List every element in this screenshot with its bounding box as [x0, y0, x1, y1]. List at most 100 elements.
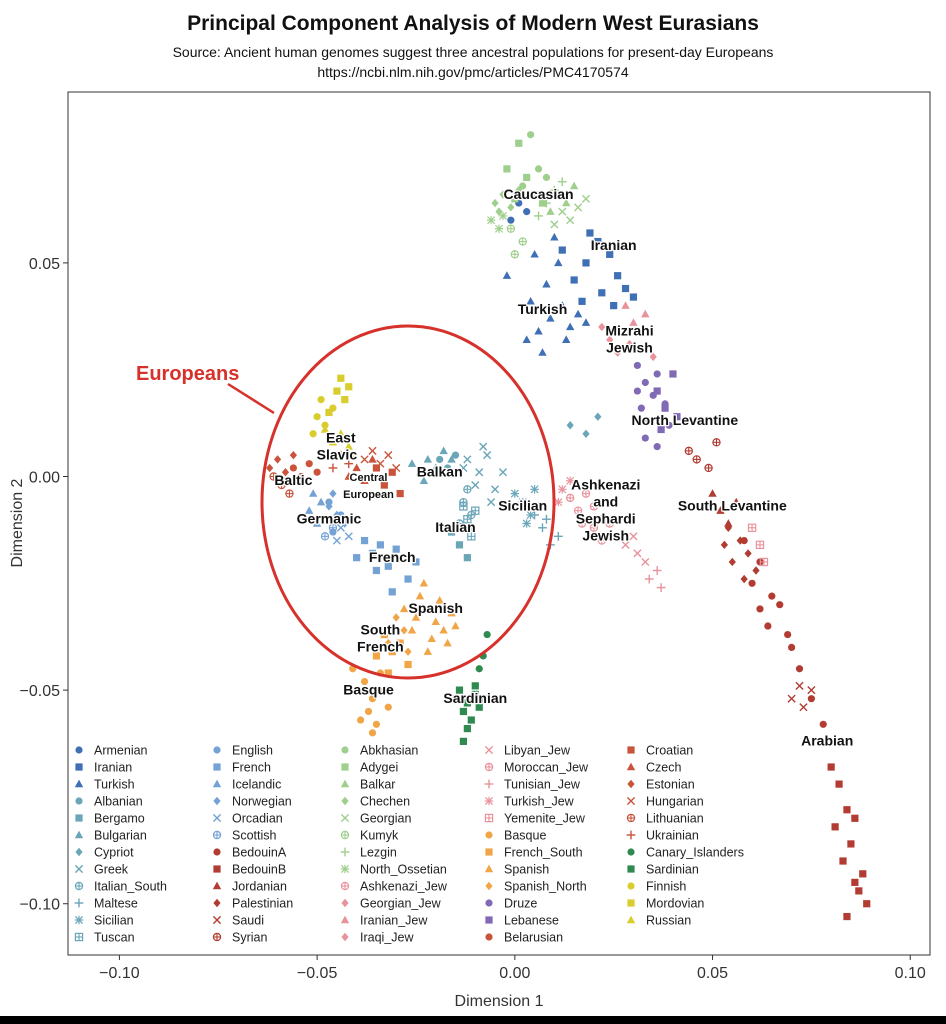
- point-spanish: [419, 578, 429, 587]
- point-norwegian: [329, 489, 337, 498]
- legend-item-basque: Basque: [485, 829, 546, 843]
- point-bedouina: [748, 579, 756, 587]
- legend-label: Lezgin: [360, 846, 397, 860]
- legend-item-jordanian: Jordanian: [212, 880, 287, 894]
- point-french: [360, 536, 369, 545]
- legend-marker-abkhasian: [341, 746, 349, 754]
- point-ashkenazi-jew: [577, 519, 587, 528]
- point-sicilian: [534, 502, 543, 511]
- point-sicilian: [530, 485, 539, 494]
- legend-marker-yemenite-jew: [484, 813, 494, 823]
- legend-label: Moroccan_Jew: [504, 761, 589, 775]
- x-tick-label: 0.05: [697, 965, 728, 982]
- point-balkar: [546, 207, 555, 215]
- point-turkish: [565, 322, 575, 331]
- point-sardinian: [463, 699, 471, 707]
- point-french-south: [396, 639, 404, 647]
- point-italian-south: [463, 485, 472, 494]
- point-french: [412, 558, 420, 566]
- point-bedouina: [788, 643, 796, 651]
- point-estonian: [281, 468, 290, 477]
- legend-item-bedouinb: BedouinB: [213, 863, 286, 877]
- point-estonian: [273, 455, 282, 464]
- legend-marker-scottish: [212, 830, 222, 840]
- point-spanish: [407, 625, 417, 634]
- point-basque: [357, 716, 365, 724]
- legend-marker-jordanian: [212, 881, 222, 890]
- point-french-south: [404, 660, 412, 669]
- point-yemenite-jew: [759, 557, 769, 567]
- legend-label: Iranian: [94, 761, 132, 775]
- point-spanish: [427, 634, 436, 643]
- point-maltese: [553, 531, 563, 541]
- point-hungarian: [360, 455, 369, 464]
- cluster-labels: CaucasianIranianTurkishMizrahiJewishNort…: [273, 185, 854, 750]
- point-bedouina: [795, 665, 804, 673]
- point-druze: [633, 361, 641, 370]
- point-iraqi-jew: [625, 339, 634, 349]
- point-bedouinb: [835, 780, 843, 788]
- legend-label: Turkish_Jew: [504, 795, 575, 809]
- legend-item-bergamo: Bergamo: [75, 812, 145, 826]
- point-mordovian: [337, 374, 345, 382]
- point-spanish: [423, 647, 433, 655]
- point-ashkenazi-jew: [581, 489, 591, 498]
- legend-item-albanian: Albanian: [75, 795, 143, 809]
- point-adygei: [515, 139, 523, 147]
- point-sicilian: [526, 510, 535, 520]
- point-sardinian: [455, 686, 464, 694]
- point-greek: [463, 455, 472, 464]
- point-norwegian: [325, 502, 333, 511]
- legend-marker-ashkenazi-jew: [340, 881, 350, 891]
- point-moroccan-jew: [605, 519, 614, 528]
- point-iranian: [610, 302, 618, 310]
- point-turkish: [558, 301, 567, 309]
- point-english: [325, 498, 333, 506]
- legend-label: Adygei: [360, 761, 398, 775]
- point-moroccan-jew: [597, 536, 607, 545]
- legend-item-spanish: Spanish: [484, 863, 549, 877]
- point-turkish: [550, 232, 559, 241]
- point-turkish-jew: [558, 485, 567, 494]
- point-bulgarian: [423, 455, 433, 463]
- legend-label: Bulgarian: [94, 829, 147, 843]
- point-maltese: [538, 523, 547, 533]
- point-albanian: [436, 455, 444, 464]
- legend-item-iranian: Iranian: [75, 761, 132, 775]
- point-maltese: [542, 514, 551, 524]
- point-turkish: [534, 326, 543, 335]
- axis-ticks: −0.10 −0.05 0.00 0.05 0.10 0.05 0.00 −0.05 −0.10: [20, 256, 926, 982]
- point-russian: [348, 450, 357, 459]
- point-iraqi-jew: [637, 344, 645, 353]
- point-iranian: [570, 276, 578, 284]
- legend-marker-georgian-jew: [341, 898, 349, 908]
- point-jordanian: [716, 506, 725, 514]
- legend-marker-moroccan-jew: [484, 762, 494, 772]
- y-axis-title: Dimension 2: [9, 478, 26, 567]
- legend-item-turkish-jew: Turkish_Jew: [484, 795, 575, 809]
- legend-marker-bedouinb: [213, 865, 221, 873]
- legend-label: Orcadian: [232, 812, 283, 826]
- legend-marker-czech: [626, 762, 636, 771]
- point-sicilian: [518, 497, 527, 507]
- point-north-ossetian: [498, 211, 508, 221]
- cluster-label-germanic: Germanic: [297, 511, 362, 527]
- point-saudi: [807, 686, 816, 695]
- legend-label: Tunisian_Jew: [504, 778, 581, 792]
- point-belarusian: [297, 472, 305, 481]
- bottom-border: [0, 1016, 946, 1024]
- point-mordovian: [333, 387, 341, 395]
- legend-label: Georgian_Jew: [360, 897, 442, 911]
- legend-label: BedouinB: [232, 863, 286, 877]
- legend-label: Ukrainian: [646, 829, 699, 843]
- point-turkish-jew: [554, 497, 563, 507]
- legend-label: Iranian_Jew: [360, 914, 428, 928]
- point-bulgarian: [447, 455, 456, 463]
- legend-marker-finnish: [627, 882, 635, 890]
- legend-item-armenian: Armenian: [75, 744, 148, 758]
- point-iranian-jew: [641, 309, 650, 318]
- point-tuscan: [471, 506, 480, 515]
- point-turkish: [581, 318, 591, 326]
- point-finnish: [317, 396, 325, 404]
